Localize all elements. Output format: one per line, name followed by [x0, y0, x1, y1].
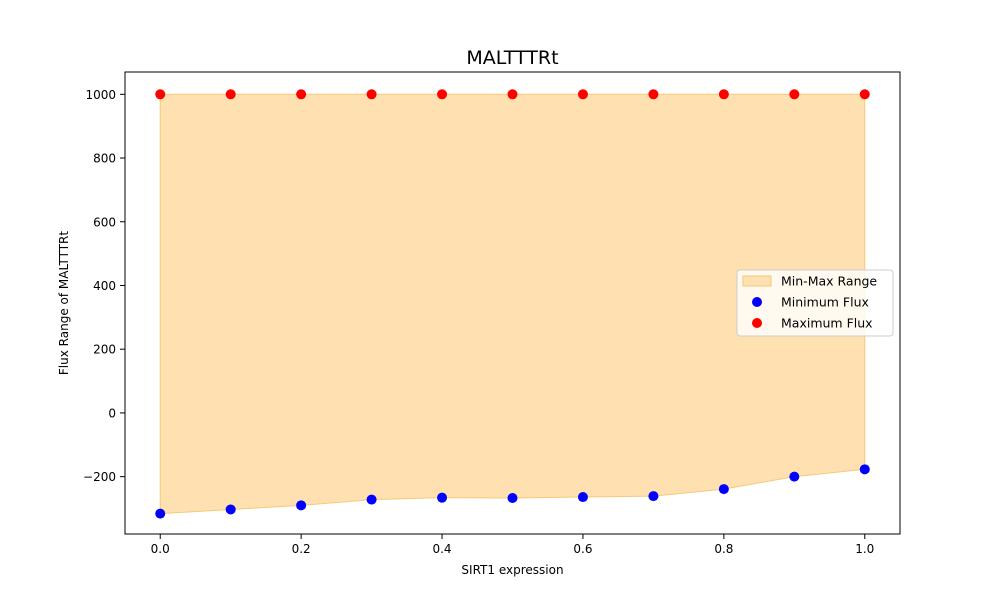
minimum-flux-point [155, 508, 166, 519]
maximum-flux-point [507, 89, 518, 100]
legend-label-maximum: Maximum Flux [781, 316, 873, 331]
maximum-flux-point [718, 89, 729, 100]
x-axis: 0.0 0.2 0.4 0.6 0.8 1.0 [151, 534, 874, 556]
legend-marker-minimum [752, 297, 762, 307]
maximum-flux-point [366, 89, 377, 100]
y-axis: −200 0 200 400 600 800 1000 [83, 88, 125, 484]
y-axis-title: Flux Range of MALTTTRt [57, 231, 71, 375]
maximum-flux-point [225, 89, 236, 100]
minimum-flux-point [437, 492, 448, 503]
legend: Min-Max Range Minimum Flux Maximum Flux [736, 269, 894, 337]
minimum-flux-point [507, 493, 518, 503]
legend-label-range: Min-Max Range [781, 274, 877, 289]
maximum-flux-point [789, 89, 800, 100]
maximum-flux-point [296, 89, 307, 100]
y-tick-label: 600 [93, 215, 116, 229]
minimum-flux-point [718, 484, 729, 495]
x-tick-label: 0.0 [151, 542, 170, 556]
x-tick-label: 0.2 [292, 542, 311, 556]
y-tick-label: 800 [93, 152, 116, 166]
minimum-flux-point [296, 500, 307, 511]
legend-box [736, 269, 894, 337]
legend-label-minimum: Minimum Flux [781, 295, 869, 310]
y-tick-label: 1000 [85, 88, 116, 102]
maximum-flux-point [437, 89, 448, 100]
minimum-flux-point [577, 492, 588, 503]
chart-title: MALTTTRt [466, 47, 558, 69]
y-tick-label: 0 [108, 406, 116, 420]
axes-frame [124, 71, 901, 535]
maximum-flux-point [859, 89, 870, 100]
x-tick-label: 0.8 [714, 542, 733, 556]
legend-swatch-range [742, 275, 772, 287]
x-tick-label: 0.6 [573, 542, 592, 556]
legend-marker-maximum [752, 318, 762, 328]
y-tick-label: 200 [93, 343, 116, 357]
x-tick-label: 1.0 [855, 542, 874, 556]
minimum-flux-point [789, 471, 800, 482]
x-axis-title: SIRT1 expression [461, 563, 563, 577]
y-tick-label: −200 [83, 470, 116, 484]
minimum-flux-point [366, 494, 377, 505]
maximum-flux-point [155, 89, 166, 100]
minimum-flux-point [648, 491, 659, 502]
minimum-flux-point [859, 464, 870, 475]
maximum-flux-point [648, 89, 659, 100]
plot-area [155, 89, 870, 519]
minimum-flux-point [225, 504, 236, 515]
x-tick-label: 0.4 [432, 542, 451, 556]
maximum-flux-point [577, 89, 588, 100]
y-tick-label: 400 [93, 279, 116, 293]
